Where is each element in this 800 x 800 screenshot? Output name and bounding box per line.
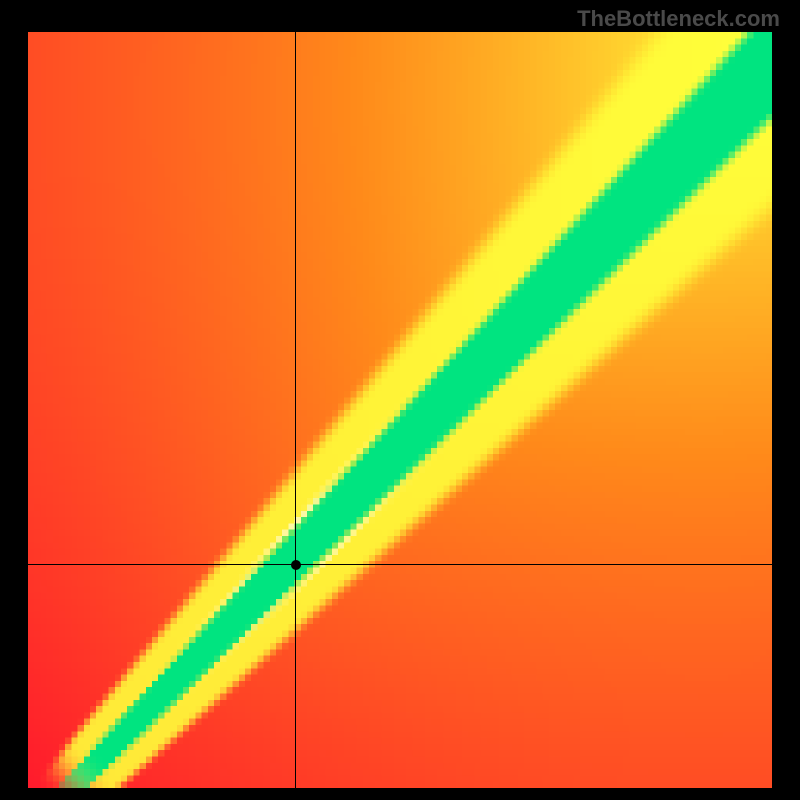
crosshair-marker[interactable] [291,560,301,570]
watermark-text: TheBottleneck.com [577,6,780,32]
crosshair-vertical [295,32,296,788]
heatmap-plot [28,32,772,788]
crosshair-horizontal [28,564,772,565]
heatmap-canvas [28,32,772,788]
